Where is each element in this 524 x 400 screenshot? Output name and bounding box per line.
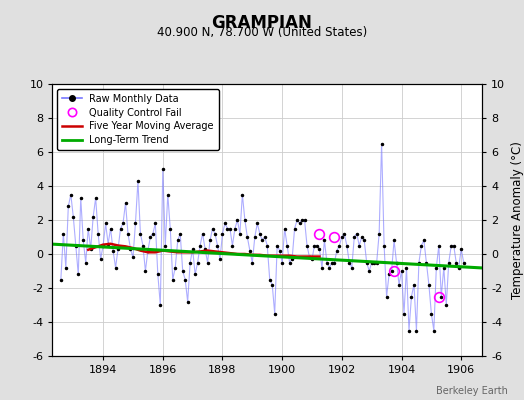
Legend: Raw Monthly Data, Quality Control Fail, Five Year Moving Average, Long-Term Tren: Raw Monthly Data, Quality Control Fail, …	[57, 89, 219, 150]
Text: Berkeley Earth: Berkeley Earth	[436, 386, 508, 396]
Y-axis label: Temperature Anomaly (°C): Temperature Anomaly (°C)	[511, 141, 523, 299]
Text: 40.900 N, 78.700 W (United States): 40.900 N, 78.700 W (United States)	[157, 26, 367, 39]
Text: GRAMPIAN: GRAMPIAN	[212, 14, 312, 32]
